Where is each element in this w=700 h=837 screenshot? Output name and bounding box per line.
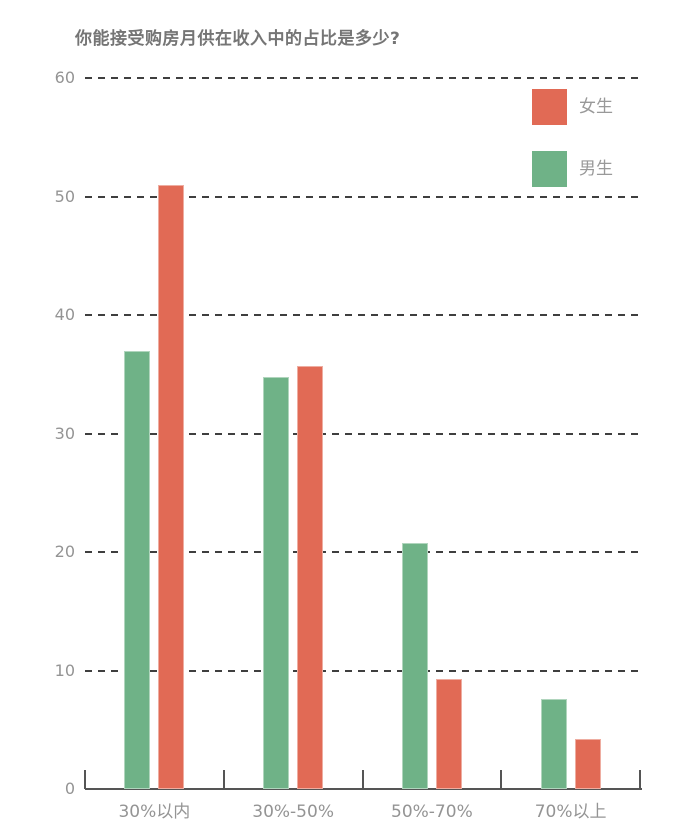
gridline-40 (85, 314, 640, 316)
legend-label-女生: 女生 (579, 97, 613, 117)
y-axis-label-40: 40 (54, 305, 75, 324)
gridline-60 (85, 77, 640, 79)
legend-swatch-女生 (532, 89, 567, 125)
bar-女生-50%-70% (435, 678, 462, 789)
chart-title: 你能接受购房月供在收入中的占比是多少? (75, 29, 401, 49)
legend-label-男生: 男生 (579, 159, 613, 179)
bar-男生-30%以内 (124, 350, 151, 789)
bar-男生-70%以上 (540, 698, 567, 789)
x-axis-line (85, 788, 642, 790)
x-axis-label-30%以内: 30%以内 (118, 802, 191, 822)
gridline-20 (85, 551, 640, 553)
y-axis-label-0: 0 (64, 779, 75, 798)
y-axis-label-60: 60 (54, 68, 75, 87)
y-axis-label-50: 50 (54, 186, 75, 206)
bar-男生-30%-50% (263, 376, 290, 789)
y-axis-label-30: 30 (54, 423, 75, 443)
y-axis-label-10: 10 (54, 660, 75, 680)
bar-女生-70%以上 (574, 739, 601, 789)
gridline-50 (85, 195, 640, 198)
bar-男生-50%-70% (401, 542, 428, 789)
legend-item-男生[interactable]: 男生 (532, 151, 642, 187)
x-axis-tick-3 (500, 770, 503, 789)
x-axis-label-30%-50%: 30%-50% (252, 802, 334, 822)
bar-女生-30%以内 (158, 184, 185, 789)
legend-swatch-男生 (532, 151, 567, 187)
bar-女生-30%-50% (297, 365, 324, 789)
legend-item-女生[interactable]: 女生 (532, 89, 642, 125)
x-axis-tick-0 (84, 770, 86, 789)
x-axis-label-50%-70%: 50%-70% (391, 802, 473, 822)
gridline-30 (85, 432, 640, 435)
x-axis-label-70%以上: 70%以上 (534, 802, 607, 822)
y-axis-label-20: 20 (54, 542, 75, 561)
x-axis-tick-4 (639, 770, 641, 789)
x-axis-tick-2 (361, 770, 364, 789)
x-axis-tick-1 (222, 770, 225, 789)
gridline-10 (85, 669, 640, 672)
